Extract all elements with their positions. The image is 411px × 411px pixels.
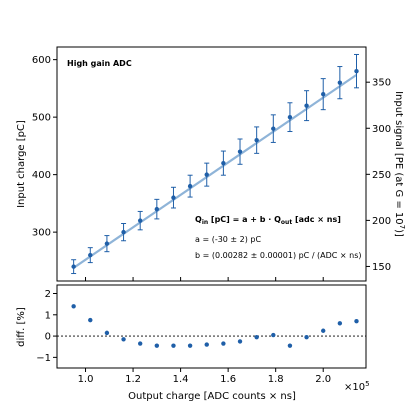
data-point: [88, 252, 93, 258]
x-tick-label: 1.2: [125, 374, 141, 385]
residual-y-tick-label: 0: [45, 332, 51, 343]
y-tick-label: 300: [32, 228, 51, 239]
data-point: [187, 183, 193, 189]
fit-line: [73, 73, 358, 269]
y-right-label-text: Input signal [PE (at G = 10: [393, 91, 404, 225]
y-axis-label-right: Input signal [PE (at G = 107)]: [393, 91, 406, 237]
data-point: [121, 229, 126, 235]
residual-point: [254, 334, 259, 340]
residual-point: [287, 343, 293, 348]
residual-point: [88, 317, 93, 323]
residual-y-tick-label: 2: [45, 289, 51, 300]
eq-qin: Q: [195, 215, 202, 224]
top-y-ticks: 300 400 500 600: [32, 55, 57, 239]
residual-point: [104, 330, 110, 336]
data-point: [71, 264, 76, 269]
x-tick-label: 2.0: [315, 374, 331, 385]
equation-annotation: Qin [pC] = a + b · Qout [adc × ns]: [195, 215, 341, 226]
residual-point: [221, 341, 226, 346]
data-point: [137, 218, 143, 223]
y-tick-label: 400: [32, 170, 51, 181]
data-point: [104, 241, 110, 246]
residual-point: [354, 318, 359, 324]
eq-qin-sub: in: [202, 219, 208, 226]
y-right-tick-label: 300: [372, 124, 391, 135]
residual-point: [187, 343, 193, 348]
eq-end: [adc × ns]: [292, 215, 341, 224]
top-x-ticks: [85, 277, 324, 281]
residual-y-tick-label: −1: [36, 353, 51, 364]
y-right-tick-label: 200: [372, 216, 391, 227]
y-axis-label: Input charge [pC]: [16, 120, 27, 208]
y-right-tick-label: 350: [372, 78, 391, 89]
data-point: [221, 160, 226, 166]
y-right-label-exp: 7: [398, 225, 406, 229]
residual-point: [271, 332, 276, 338]
residual-point: [321, 328, 326, 333]
y-right-label-close: )]: [393, 229, 404, 237]
data-point: [237, 149, 243, 154]
data-point: [154, 206, 160, 212]
eq-mid: [pC] = a + b · Q: [208, 215, 281, 224]
multiplier-base: ×10: [344, 382, 365, 393]
param-b-annotation: b = (0.00282 ± 0.00001) pC / (ADC × ns): [195, 251, 362, 260]
x-tick-label: 1.4: [173, 374, 189, 385]
y-tick-label: 500: [32, 113, 51, 124]
data-point: [287, 114, 293, 120]
y-tick-label: 600: [32, 55, 51, 66]
data-point: [337, 80, 343, 85]
eq-qout-sub: out: [281, 219, 292, 226]
residual-point: [171, 343, 176, 348]
residual-point: [304, 334, 309, 340]
x-axis-multiplier: ×105: [344, 380, 370, 393]
data-point: [304, 103, 309, 108]
residual-point: [154, 343, 160, 348]
x-tick-label: 1.8: [268, 374, 284, 385]
data-point: [271, 126, 276, 131]
bottom-x-ticks: 1.0 1.2 1.4 1.6 1.8 2.0: [78, 368, 331, 385]
x-tick-label: 1.6: [220, 374, 236, 385]
data-point: [254, 137, 259, 143]
data-point: [354, 68, 359, 74]
residual-point: [71, 304, 76, 309]
top-y-ticks-right: 150 200 250 300 350: [366, 78, 391, 273]
top-panel-frame: [56, 46, 367, 282]
data-point: [204, 172, 209, 177]
y-right-tick-label: 250: [372, 170, 391, 181]
residual-y-tick-label: 1: [45, 310, 51, 321]
panel-title: High gain ADC: [67, 59, 132, 68]
residual-point: [137, 341, 143, 346]
multiplier-exp: 5: [365, 380, 369, 388]
data-point: [321, 91, 326, 97]
data-point: [171, 195, 176, 200]
x-tick-label: 1.0: [78, 374, 94, 385]
residual-point: [121, 337, 126, 342]
y-right-tick-label: 150: [372, 262, 391, 273]
residual-point: [337, 321, 343, 326]
residual-points-group: [71, 304, 359, 348]
residual-point: [204, 342, 209, 347]
x-axis-label: Output charge [ADC counts × ns]: [128, 391, 296, 402]
fit-line-group: [73, 73, 358, 269]
bottom-y-ticks: −1 0 1 2: [36, 289, 57, 364]
bottom-panel-frame: [56, 284, 367, 369]
param-a-annotation: a = (-30 ± 2) pC: [195, 235, 262, 244]
data-points-group: [71, 68, 359, 269]
residual-point: [237, 339, 243, 344]
residual-y-label: diff. [%]: [16, 307, 27, 347]
